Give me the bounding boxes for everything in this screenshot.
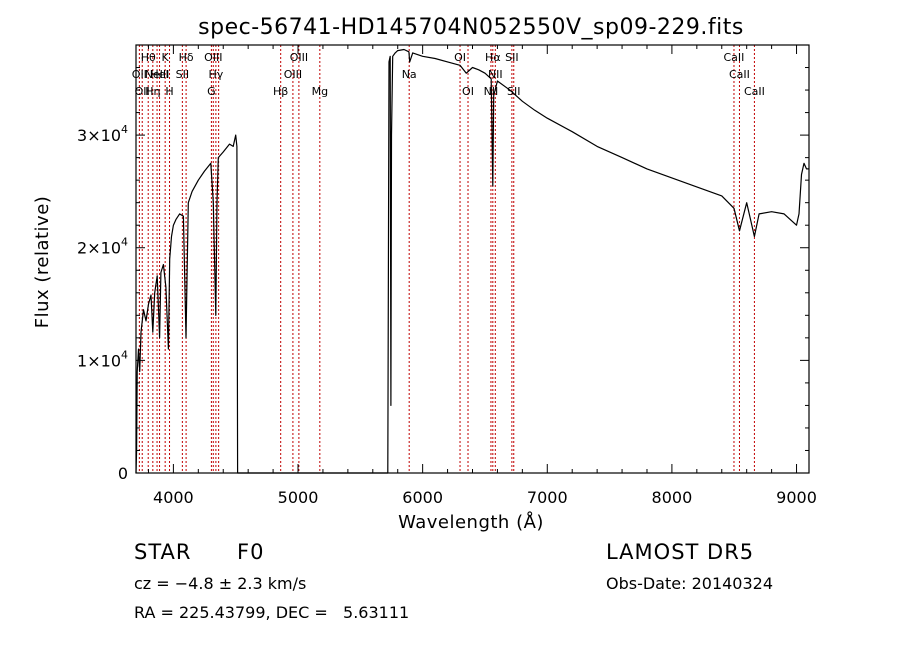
x-tick-label-8000: 8000 xyxy=(652,488,693,507)
x-tick-label-4000: 4000 xyxy=(153,488,194,507)
x-tick-label-6000: 6000 xyxy=(402,488,443,507)
y-axis-label: Flux (relative) xyxy=(32,196,53,329)
line-label-4: NeIII xyxy=(145,68,170,81)
line-label-17: Mg xyxy=(312,85,328,98)
y-tick-label-0: 0 xyxy=(118,464,128,483)
line-label-25: SII xyxy=(507,85,520,98)
survey-release: LAMOST DR5 xyxy=(606,540,755,564)
x-axis: 4000 5000 6000 7000 8000 9000 xyxy=(147,45,817,507)
line-label-3: Hη xyxy=(145,85,160,98)
line-label-19: OI xyxy=(454,51,466,64)
line-label-20: OI xyxy=(462,85,474,98)
line-label-10: G xyxy=(207,85,216,98)
x-axis-label: Wavelength (Å) xyxy=(398,511,544,533)
line-label-23: NII xyxy=(488,68,503,81)
line-label-1: OII xyxy=(135,85,150,98)
line-label-5: HeI xyxy=(150,68,168,81)
x-tick-label-5000: 5000 xyxy=(278,488,319,507)
y-axis: 0 1×104 2×104 3×104 xyxy=(77,67,809,483)
observation-date: Obs-Date: 20140324 xyxy=(606,574,774,593)
line-label-26: CaII xyxy=(724,51,745,64)
y-tick-label-20000: 2×104 xyxy=(77,236,128,258)
object-subclass: F0 xyxy=(237,540,265,564)
spectrum-line xyxy=(135,48,809,474)
line-label-16: OIII xyxy=(290,51,308,64)
x-tick-label-9000: 9000 xyxy=(776,488,817,507)
line-label-27: CaII xyxy=(729,68,750,81)
line-label-28: CaII xyxy=(744,85,765,98)
line-label-14: Hβ xyxy=(273,85,288,98)
line-label-7: H xyxy=(165,85,173,98)
y-tick-label-30000: 3×104 xyxy=(77,123,128,145)
emission-line-markers xyxy=(138,45,755,473)
chart-title: spec-56741-HD145704N052550V_sp09-229.fit… xyxy=(198,15,744,40)
y-tick-label-10000: 1×104 xyxy=(77,348,128,370)
line-label-24: SII xyxy=(505,51,518,64)
emission-line-labels: OIIOIIHθHηNeIIIHeIKHSIIHδGOIIIHγHβOIIIOI… xyxy=(132,51,765,98)
line-label-6: K xyxy=(162,51,170,64)
line-label-8: SII xyxy=(176,68,189,81)
object-class: STAR xyxy=(134,540,192,564)
line-label-18: Na xyxy=(402,68,417,81)
x-tick-label-7000: 7000 xyxy=(527,488,568,507)
line-label-12: Hγ xyxy=(208,68,223,81)
line-label-22: Hα xyxy=(485,51,501,64)
line-label-9: Hδ xyxy=(179,51,194,64)
ra-dec-coordinates: RA = 225.43799, DEC = 5.63111 xyxy=(134,603,410,622)
line-label-15: OIII xyxy=(284,68,302,81)
line-label-2: Hθ xyxy=(141,51,156,64)
line-label-11: OIII xyxy=(204,51,222,64)
redshift-cz: cz = −4.8 ± 2.3 km/s xyxy=(134,574,307,593)
